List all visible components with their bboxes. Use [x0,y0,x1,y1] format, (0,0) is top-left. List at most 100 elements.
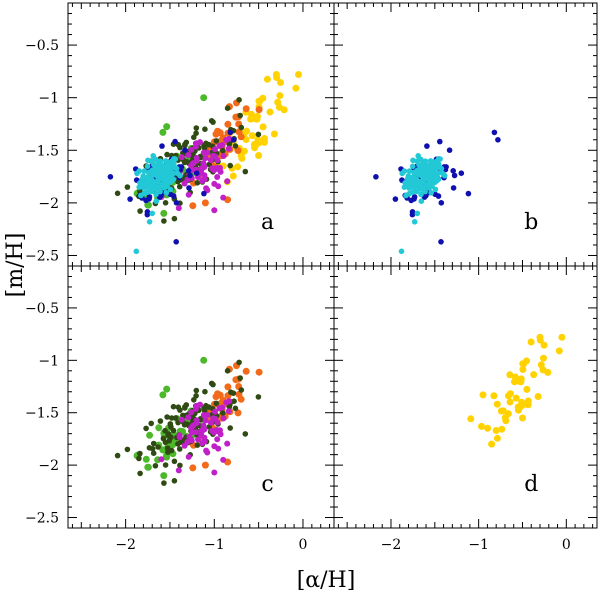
point-cyan [399,170,406,177]
point-orange [255,368,263,376]
panel-a-frame [67,2,335,267]
point-darkgreen [236,97,242,103]
point-darkgreen [165,449,171,455]
point-yellow [229,172,237,180]
point-blue [491,129,498,136]
panels-layer: −2.5 −2 −1.5 −1 −0.5 a b −2.5 −2 −1.5 −1 −0.5 −2 −1 0 c… [25,2,598,553]
point-blue [143,197,149,204]
point-darkgreen [232,143,239,149]
point-darkgreen [224,368,231,374]
point-orange [212,130,220,138]
point-darkgreen [176,183,183,190]
point-yellow [540,341,548,349]
point-darkgreen [150,440,157,447]
point-darkgreen [203,402,209,409]
point-cyan [439,170,446,177]
point-green [159,128,167,136]
point-magenta [223,137,230,143]
point-orange [189,464,197,472]
point-green [160,472,168,480]
point-orange [234,409,242,417]
point-cyan [150,171,157,178]
point-cyan [161,180,167,187]
point-cyan [409,163,416,170]
point-yellow [263,75,271,83]
point-darkgreen [238,387,245,393]
point-blue [451,172,458,179]
point-magenta [207,157,214,164]
point-darkgreen [193,125,200,131]
point-cyan [160,174,167,180]
point-darkgreen [193,393,199,399]
point-yellow [514,403,522,411]
point-cyan [406,190,413,197]
point-darkgreen [164,151,170,158]
point-cyan [413,179,420,186]
point-blue [186,185,192,191]
x-tick-label: 0 [299,537,308,553]
point-green [146,431,154,439]
panel-label-a: a [261,210,274,235]
point-cyan [157,188,163,195]
point-darkgreen [168,424,174,430]
point-darkgreen [137,470,143,477]
point-magenta [225,145,232,152]
point-magenta [204,412,211,418]
point-magenta [175,205,182,212]
point-darkgreen [171,458,178,465]
point-cyan [141,190,147,197]
point-magenta [188,162,195,169]
y-axis-title: [m/H] [3,233,28,298]
point-magenta [193,402,200,409]
y-tick-label: −0.5 [25,301,59,317]
point-darkgreen [255,131,262,138]
panel-c-ticks [68,265,334,529]
point-darkgreen [237,112,243,119]
point-green [160,209,168,217]
point-yellow [484,424,492,432]
panel-a-points [107,71,302,255]
panel-c-points [114,356,263,486]
y-tick-label: −0.5 [25,38,59,54]
point-magenta [184,439,191,445]
point-yellow [250,141,258,148]
point-cyan [418,191,424,198]
point-darkgreen [202,388,208,395]
y-tick-label: −2 [38,458,59,474]
point-yellow [511,378,518,386]
panel-a: −2.5 −2 −1.5 −1 −0.5 a [25,2,335,267]
point-darkgreen [173,415,179,421]
point-green [155,424,163,432]
point-orange [212,393,220,401]
point-darkgreen [137,208,143,214]
point-cyan [167,176,173,182]
x-axis-title: [α/H] [297,568,356,593]
point-darkgreen [183,139,190,146]
point-cyan [406,168,413,174]
point-yellow [558,333,566,341]
point-darkgreen [210,381,216,388]
point-yellow [539,366,547,374]
point-blue [437,138,443,145]
point-blue [159,143,165,149]
point-cyan [144,163,151,170]
point-cyan [425,180,432,187]
panel-label-b: b [524,210,538,235]
point-yellow [478,422,485,430]
panel-c: −2.5 −2 −1.5 −1 −0.5 −2 −1 0 c [25,265,335,553]
point-darkgreen [193,387,200,394]
point-cyan [171,156,177,162]
point-cyan [157,160,163,167]
point-yellow [492,427,500,434]
point-cyan [418,198,425,204]
point-darkgreen [220,410,226,416]
point-yellow [527,338,535,346]
point-darkgreen [152,463,159,469]
point-orange [189,202,197,210]
point-darkgreen [124,184,131,190]
point-cyan [150,153,156,159]
point-cyan [431,176,438,182]
point-darkgreen [114,190,121,197]
point-yellow [248,132,256,140]
point-yellow [504,392,512,400]
